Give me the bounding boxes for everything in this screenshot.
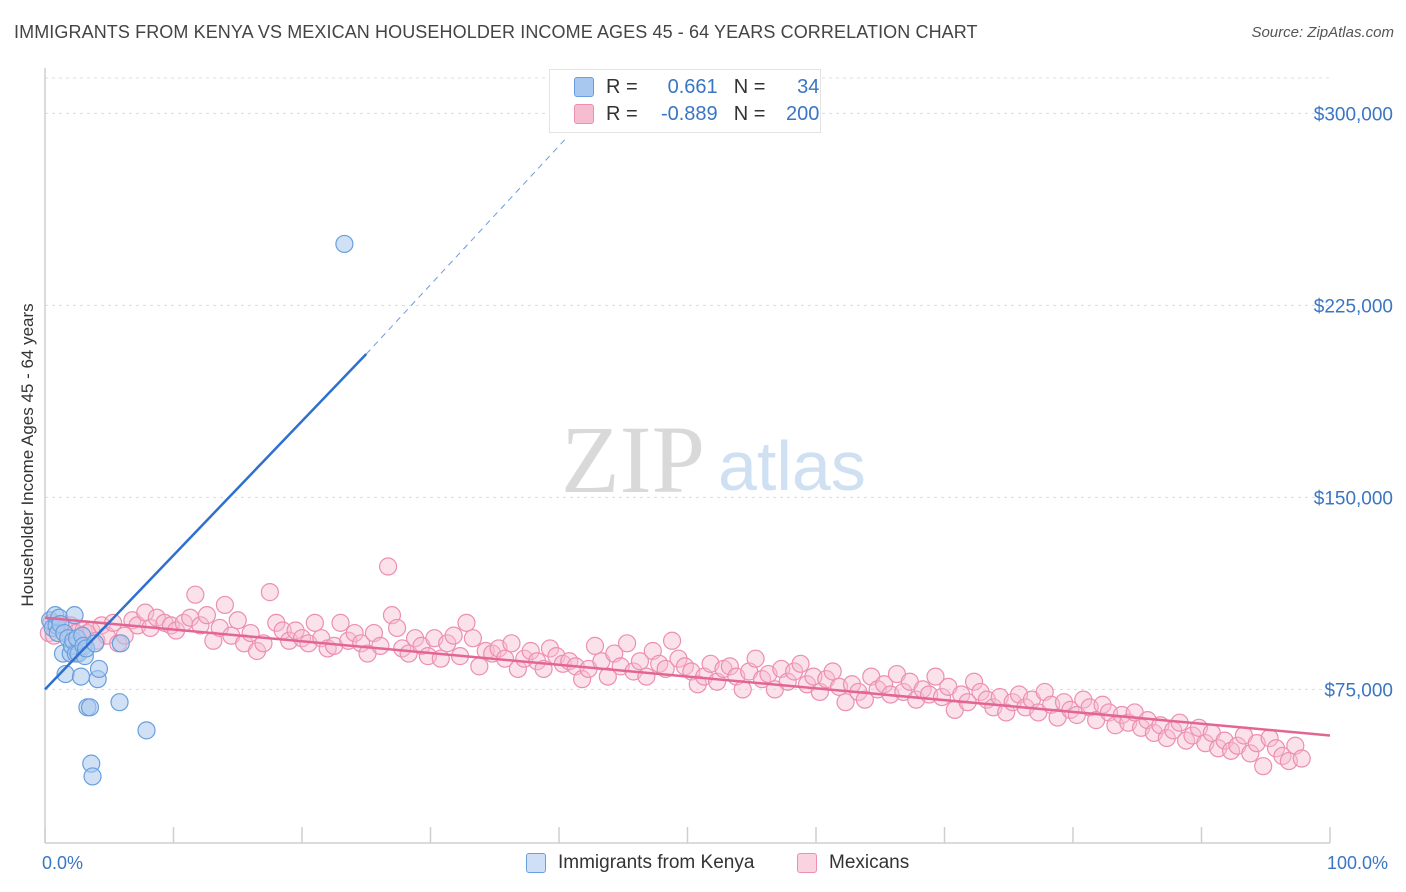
data-point-mexicans bbox=[92, 616, 111, 635]
data-point-mexicans bbox=[444, 626, 463, 645]
data-point-kenya bbox=[80, 698, 100, 717]
y-axis-label: Householder Income Ages 45 - 64 years bbox=[18, 303, 37, 607]
trend-line-kenya-extension bbox=[365, 138, 566, 355]
data-point-mexicans bbox=[573, 670, 592, 689]
data-point-mexicans bbox=[836, 693, 855, 712]
data-point-mexicans bbox=[585, 636, 605, 655]
legend-item-mexicans[interactable]: Mexicans bbox=[797, 852, 909, 874]
data-point-mexicans bbox=[1254, 757, 1273, 776]
legend-r-label: R = bbox=[606, 75, 638, 98]
data-point-mexicans bbox=[521, 641, 540, 661]
axes bbox=[44, 68, 1331, 844]
series-legend: Immigrants from Kenya Mexicans bbox=[0, 852, 1406, 878]
legend-item-kenya[interactable]: Immigrants from Kenya bbox=[526, 852, 754, 874]
legend-r-value: -0.889 bbox=[660, 102, 718, 125]
data-point-mexicans bbox=[378, 557, 398, 576]
data-point-kenya bbox=[110, 693, 129, 712]
data-point-mexicans bbox=[926, 667, 945, 686]
grid-lines bbox=[45, 77, 1330, 690]
x-tick-label-min: 0.0% bbox=[42, 853, 84, 873]
legend-row-kenya: R = 0.661 N = 34 bbox=[574, 75, 819, 99]
y-tick-label: $225,000 bbox=[1314, 296, 1393, 317]
data-point-mexicans bbox=[463, 629, 483, 648]
data-point-mexicans bbox=[875, 675, 894, 694]
watermark: ZIP atlas bbox=[561, 406, 866, 513]
kenya-points bbox=[41, 234, 354, 786]
y-tick-labels: $75,000 $150,000 $225,000 $300,000 bbox=[1314, 104, 1393, 701]
data-point-mexicans bbox=[1292, 749, 1311, 768]
legend-n-value: 200 bbox=[786, 102, 820, 125]
data-point-kenya bbox=[137, 721, 156, 740]
data-point-mexicans bbox=[215, 595, 234, 615]
data-point-mexicans bbox=[502, 634, 521, 653]
data-point-mexicans bbox=[618, 634, 637, 653]
data-point-mexicans bbox=[345, 623, 364, 643]
data-point-mexicans bbox=[746, 649, 765, 668]
y-tick-label: $300,000 bbox=[1314, 104, 1393, 125]
data-point-mexicans bbox=[228, 611, 247, 630]
data-point-mexicans bbox=[387, 618, 407, 638]
data-point-mexicans bbox=[855, 690, 874, 709]
data-point-mexicans bbox=[637, 667, 656, 686]
data-point-mexicans bbox=[630, 652, 650, 671]
mexicans-points bbox=[39, 557, 1311, 776]
data-point-kenya bbox=[335, 234, 354, 254]
legend-n-value: 34 bbox=[797, 75, 820, 98]
watermark-atlas: atlas bbox=[718, 427, 866, 505]
legend-r-label: R = bbox=[606, 102, 638, 125]
data-point-kenya bbox=[83, 767, 102, 786]
y-tick-label: $150,000 bbox=[1314, 488, 1393, 509]
legend-swatch-mexicans bbox=[574, 104, 594, 124]
legend-swatch-kenya bbox=[526, 853, 546, 873]
x-tick-label-max: 100.0% bbox=[1327, 853, 1389, 873]
legend-n-label: N = bbox=[733, 75, 766, 98]
stats-legend: R = 0.661 N = 34 R = -0.889 N = 200 bbox=[549, 69, 821, 133]
trend-line-mexicans bbox=[44, 616, 1331, 737]
y-tick-label: $75,000 bbox=[1324, 680, 1393, 701]
data-point-mexicans bbox=[964, 672, 984, 691]
data-point-mexicans bbox=[720, 657, 740, 676]
data-point-mexicans bbox=[191, 616, 210, 635]
legend-n-label: N = bbox=[733, 102, 766, 125]
trend-line-kenya bbox=[44, 353, 368, 691]
data-point-mexicans bbox=[791, 654, 810, 673]
data-point-mexicans bbox=[331, 613, 350, 632]
data-point-kenya bbox=[111, 634, 130, 653]
data-point-mexicans bbox=[997, 703, 1016, 722]
trend-lines bbox=[44, 138, 1331, 737]
data-point-mexicans bbox=[186, 585, 205, 604]
chart-title: IMMIGRANTS FROM KENYA VS MEXICAN HOUSEHO… bbox=[14, 22, 978, 42]
legend-r-value: 0.661 bbox=[667, 75, 718, 98]
data-point-mexicans bbox=[662, 631, 682, 650]
legend-swatch-mexicans bbox=[797, 853, 817, 873]
data-point-mexicans bbox=[470, 657, 489, 676]
legend-label-mexicans: Mexicans bbox=[829, 852, 910, 873]
data-point-kenya bbox=[71, 667, 91, 686]
legend-label-kenya: Immigrants from Kenya bbox=[558, 852, 755, 873]
watermark-zip: ZIP bbox=[561, 406, 705, 513]
source-credit: Source: ZipAtlas.com bbox=[1251, 24, 1394, 41]
data-point-kenya bbox=[89, 659, 109, 679]
legend-row-mexicans: R = -0.889 N = 200 bbox=[574, 102, 819, 126]
data-point-mexicans bbox=[260, 583, 279, 602]
data-point-mexicans bbox=[823, 662, 842, 681]
data-point-mexicans bbox=[1241, 744, 1260, 763]
legend-swatch-kenya bbox=[574, 77, 594, 97]
data-point-kenya bbox=[86, 634, 105, 653]
data-point-mexicans bbox=[197, 606, 217, 625]
data-point-mexicans bbox=[371, 636, 390, 655]
data-point-mexicans bbox=[457, 613, 476, 632]
data-point-mexicans bbox=[305, 613, 324, 632]
